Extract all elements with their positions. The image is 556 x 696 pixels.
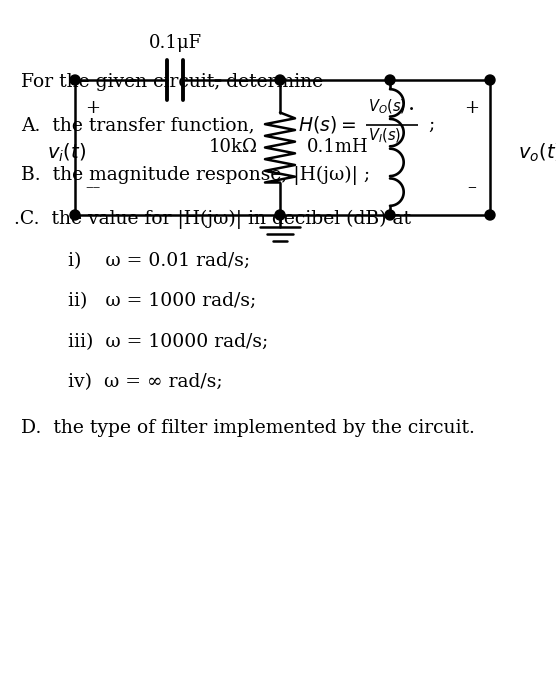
Text: B.  the magnitude response, |H(jω)| ;: B. the magnitude response, |H(jω)| ; <box>21 166 370 185</box>
Text: $V_I(s)$: $V_I(s)$ <box>368 127 401 145</box>
Text: .C.  the value for |H(jω)| in decibel (dB) at: .C. the value for |H(jω)| in decibel (dB… <box>14 210 411 230</box>
Text: ;: ; <box>423 116 435 134</box>
Text: ·: · <box>408 99 415 121</box>
Circle shape <box>385 210 395 220</box>
Text: 0.1mH: 0.1mH <box>306 139 368 157</box>
Circle shape <box>70 210 80 220</box>
Text: i)    ω = 0.01 rad/s;: i) ω = 0.01 rad/s; <box>68 252 250 270</box>
Circle shape <box>275 210 285 220</box>
Text: iii)  ω = 10000 rad/s;: iii) ω = 10000 rad/s; <box>68 333 268 351</box>
Circle shape <box>485 210 495 220</box>
Text: $V_O(s)$: $V_O(s)$ <box>368 97 406 116</box>
Text: iv)  ω = ∞ rad/s;: iv) ω = ∞ rad/s; <box>68 373 222 391</box>
Circle shape <box>385 75 395 85</box>
Text: +: + <box>86 99 101 117</box>
Text: For the given circuit, determine: For the given circuit, determine <box>21 73 323 91</box>
Text: A.  the transfer function,: A. the transfer function, <box>21 116 261 134</box>
Circle shape <box>485 75 495 85</box>
Text: 10kΩ: 10kΩ <box>209 139 258 157</box>
Text: ii)   ω = 1000 rad/s;: ii) ω = 1000 rad/s; <box>68 292 256 310</box>
Text: ––: –– <box>86 180 101 194</box>
Circle shape <box>275 75 285 85</box>
Text: $v_i(t)$: $v_i(t)$ <box>47 141 87 164</box>
Text: –: – <box>468 178 476 196</box>
Circle shape <box>70 75 80 85</box>
Text: 0.1μF: 0.1μF <box>148 34 202 52</box>
Text: D.  the type of filter implemented by the circuit.: D. the type of filter implemented by the… <box>21 419 475 437</box>
Text: +: + <box>464 99 479 117</box>
Text: $H(s) = $: $H(s) = $ <box>298 114 356 135</box>
Text: $v_o(t)$: $v_o(t)$ <box>518 141 556 164</box>
